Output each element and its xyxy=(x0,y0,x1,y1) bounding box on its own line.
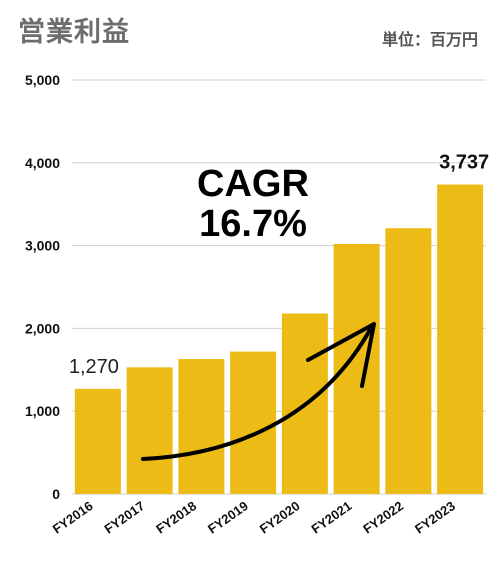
x-tick-label: FY2022 xyxy=(360,498,406,536)
x-tick-label: FY2019 xyxy=(205,498,251,536)
y-tick-label: 4,000 xyxy=(25,155,60,171)
cagr-value: 16.7% xyxy=(199,203,307,245)
bar-fy2019 xyxy=(230,351,277,494)
y-tick-label: 1,000 xyxy=(25,403,60,419)
x-tick-label: FY2020 xyxy=(257,498,303,536)
data-label-fy2016: 1,270 xyxy=(69,356,119,378)
bar-fy2023 xyxy=(437,184,484,494)
y-tick-label: 0 xyxy=(52,486,60,502)
x-tick-label: FY2021 xyxy=(308,498,354,536)
y-tick-label: 5,000 xyxy=(25,72,60,88)
y-tick-label: 3,000 xyxy=(25,238,60,254)
x-tick-label: FY2023 xyxy=(412,498,458,536)
bar-fy2016 xyxy=(74,388,121,494)
x-tick-label: FY2016 xyxy=(50,498,96,536)
bar-fy2018 xyxy=(178,359,225,494)
y-tick-label: 2,000 xyxy=(25,320,60,336)
unit-label: 単位：百万円 xyxy=(381,30,478,49)
data-label-fy2023: 3,737 xyxy=(439,152,489,174)
chart-title: 営業利益 xyxy=(18,17,130,48)
data-labels: 1,270 3,737 xyxy=(69,152,489,378)
bar-fy2017 xyxy=(126,367,173,494)
cagr-arrow xyxy=(141,326,373,461)
bar-fy2022 xyxy=(385,228,432,494)
x-tick-label: FY2018 xyxy=(153,498,199,536)
bars xyxy=(74,184,484,494)
x-axis-ticks: FY2016 FY2017 FY2018 FY2019 FY2020 FY2021 FY20… xyxy=(50,498,458,536)
cagr-label: CAGR xyxy=(197,163,309,205)
y-axis-ticks: 0 1,000 2,000 3,000 4,000 5,000 xyxy=(25,72,60,502)
cagr-arrow-head xyxy=(306,322,376,388)
x-tick-label: FY2017 xyxy=(101,498,147,536)
